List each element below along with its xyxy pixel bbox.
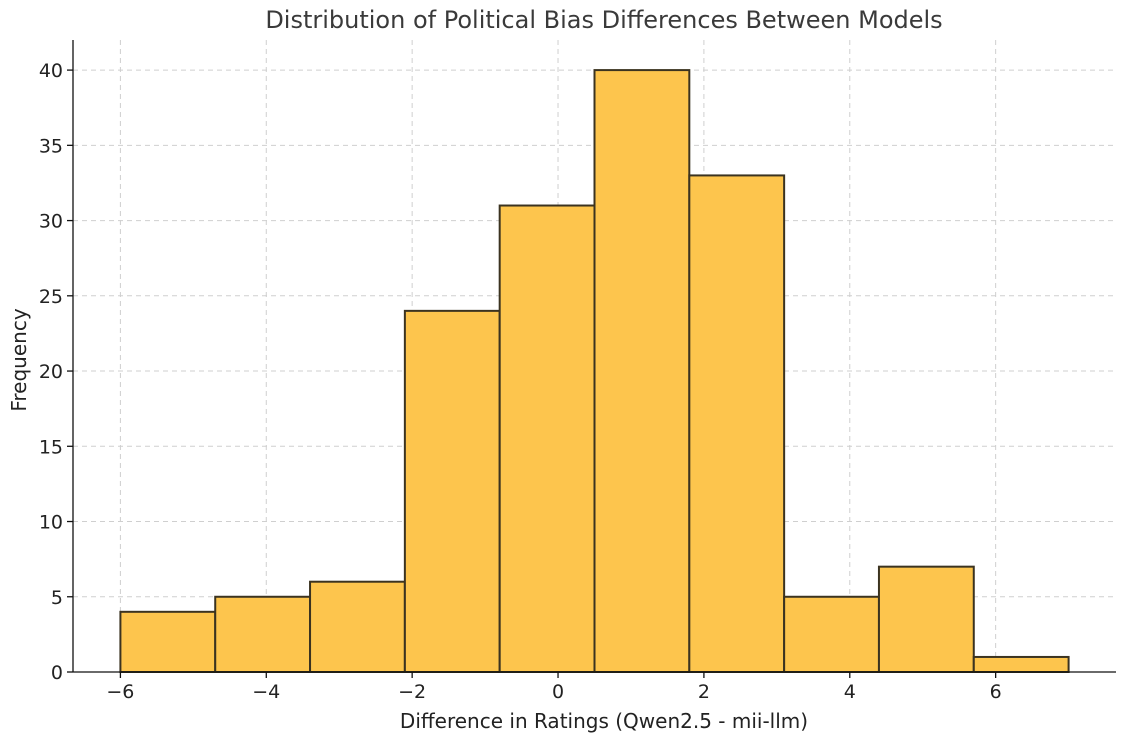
x-axis-label: Difference in Ratings (Qwen2.5 - mii-llm…: [400, 709, 808, 733]
y-tick-label-7: 35: [39, 135, 63, 157]
y-tick-label-8: 40: [39, 60, 63, 82]
histogram-bar-7: [783, 595, 880, 673]
histogram-bar-4: [498, 204, 596, 673]
histogram-bar-3: [403, 309, 501, 673]
chart-title: Distribution of Political Bias Differenc…: [265, 6, 942, 34]
histogram-bar-1: [214, 595, 312, 673]
histogram-bar-6: [688, 174, 786, 674]
bars: [119, 69, 1070, 674]
x-tick-label-4: 2: [698, 681, 710, 703]
y-tick-label-4: 20: [39, 361, 63, 383]
y-tick-label-3: 15: [39, 436, 63, 458]
x-tick-label-2: −2: [398, 681, 426, 703]
x-tick-label-5: 4: [844, 681, 856, 703]
histogram-bar-9: [972, 655, 1070, 674]
y-tick-label-2: 10: [39, 512, 63, 534]
y-tick-label-5: 25: [39, 286, 63, 308]
y-tick-label-0: 0: [51, 662, 63, 684]
x-tick-label-0: −6: [106, 681, 134, 703]
histogram-bar-0: [119, 610, 217, 673]
x-tick-label-1: −4: [252, 681, 280, 703]
ticks: −6 −4 −2 0 2 4 6 0 5 10 15 20 25 30 35 40: [39, 60, 1002, 703]
histogram-bar-5: [593, 69, 691, 674]
histogram-bar-2: [309, 580, 406, 674]
y-axis-label: Frequency: [7, 308, 31, 411]
y-tick-label-6: 30: [39, 211, 63, 233]
histogram-bar-8: [877, 565, 975, 674]
x-tick-label-3: 0: [552, 681, 564, 703]
y-tick-label-1: 5: [51, 587, 63, 609]
x-tick-label-6: 6: [990, 681, 1002, 703]
